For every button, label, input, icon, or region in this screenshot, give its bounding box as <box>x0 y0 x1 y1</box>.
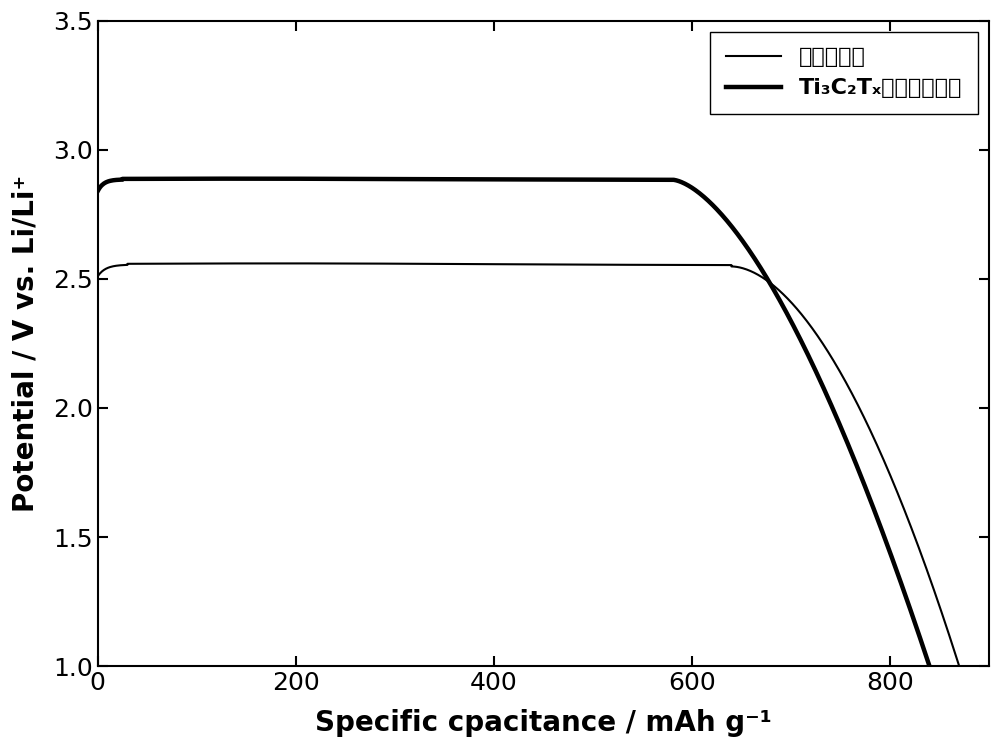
Y-axis label: Potential / V vs. Li/Li⁺: Potential / V vs. Li/Li⁺ <box>11 175 39 512</box>
X-axis label: Specific cpacitance / mAh g⁻¹: Specific cpacitance / mAh g⁻¹ <box>315 709 772 737</box>
Legend: 原始氟化碳, Ti₃C₂Tₓ修饰的氟化碳: 原始氟化碳, Ti₃C₂Tₓ修饰的氟化碳 <box>710 31 978 114</box>
